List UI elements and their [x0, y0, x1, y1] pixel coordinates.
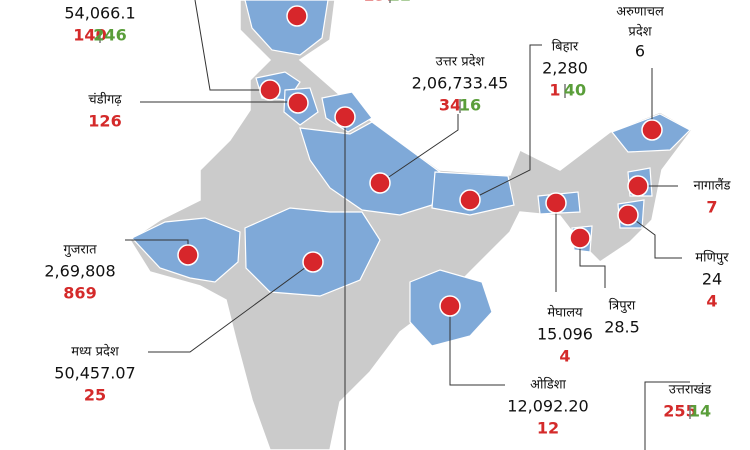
red-figure: 140 [73, 26, 106, 45]
leader-line [148, 261, 314, 353]
leader-line [579, 238, 606, 288]
marker [287, 92, 309, 114]
state-value: 50,457.07 [54, 364, 135, 383]
red-figure: 4 [706, 292, 717, 311]
marker [545, 192, 567, 214]
state-name: अरुणाचल [616, 5, 664, 20]
state-name: उत्तराखंड [669, 383, 712, 398]
red-figure: 4 [559, 347, 570, 366]
marker [459, 189, 481, 211]
marker [369, 172, 391, 194]
red-figure: 25 [84, 386, 106, 405]
state-value: 2,69,808 [44, 262, 115, 281]
red-figure: 12 [537, 419, 559, 438]
marker [439, 295, 461, 317]
state-name: बिहार [552, 39, 579, 55]
red-figure: 126 [88, 112, 121, 131]
red-figure: 137 [363, 0, 396, 5]
marker [259, 79, 281, 101]
green-figure: 22 [389, 0, 411, 5]
red-figure: 34 [439, 96, 461, 115]
uttar-pradesh-region [299, 121, 441, 216]
marker [627, 175, 649, 197]
marker [569, 227, 591, 249]
state-value: 15.096 [537, 325, 593, 344]
state-name: मणिपुर [695, 250, 729, 266]
state-value: 2,280 [542, 59, 588, 78]
marker [177, 244, 199, 266]
green-figure: 246 [93, 26, 126, 45]
leader-line [194, 0, 270, 91]
marker [617, 204, 639, 226]
green-figure: 16 [459, 96, 481, 115]
leader-line [469, 44, 542, 201]
state-name: मध्य प्रदेश [71, 344, 120, 360]
state-name: गुजरात [63, 243, 97, 258]
india-outline [128, 0, 694, 450]
state-name: चंडीगढ़ [88, 92, 122, 108]
state-value: 2,06,733.45 [412, 74, 509, 93]
state-value: 24 [702, 270, 722, 289]
leader-line [627, 214, 682, 259]
marker [641, 119, 663, 141]
red-figure: 1 [549, 81, 560, 100]
marker [286, 5, 308, 27]
markers [177, 5, 663, 317]
state-value: 12,092.20 [507, 397, 588, 416]
state-name: त्रिपुरा [609, 298, 636, 314]
state-name: ओडिशा [530, 377, 566, 393]
state-labels: पंजाब54,066.114024613722चंडीगढ़126उत्तर … [44, 0, 732, 438]
red-figure: 255 [663, 402, 696, 421]
state-value: 28.5 [604, 318, 640, 337]
marker [302, 251, 324, 273]
leader-line [379, 114, 459, 184]
state-name: नागालैंड [693, 178, 731, 194]
green-figure: 40 [564, 81, 586, 100]
state-value: 54,066.1 [64, 4, 135, 23]
leader-line [644, 381, 690, 450]
red-figure: 869 [63, 284, 96, 303]
state-value: 6 [635, 42, 645, 61]
state-name: उत्तर प्रदेश [436, 54, 486, 70]
green-figure: 14 [689, 402, 711, 421]
red-figure: 7 [706, 198, 717, 217]
state-name: मेघालय [547, 305, 583, 321]
state-name: प्रदेश [628, 24, 652, 40]
marker [334, 106, 356, 128]
leader-line [449, 306, 505, 386]
